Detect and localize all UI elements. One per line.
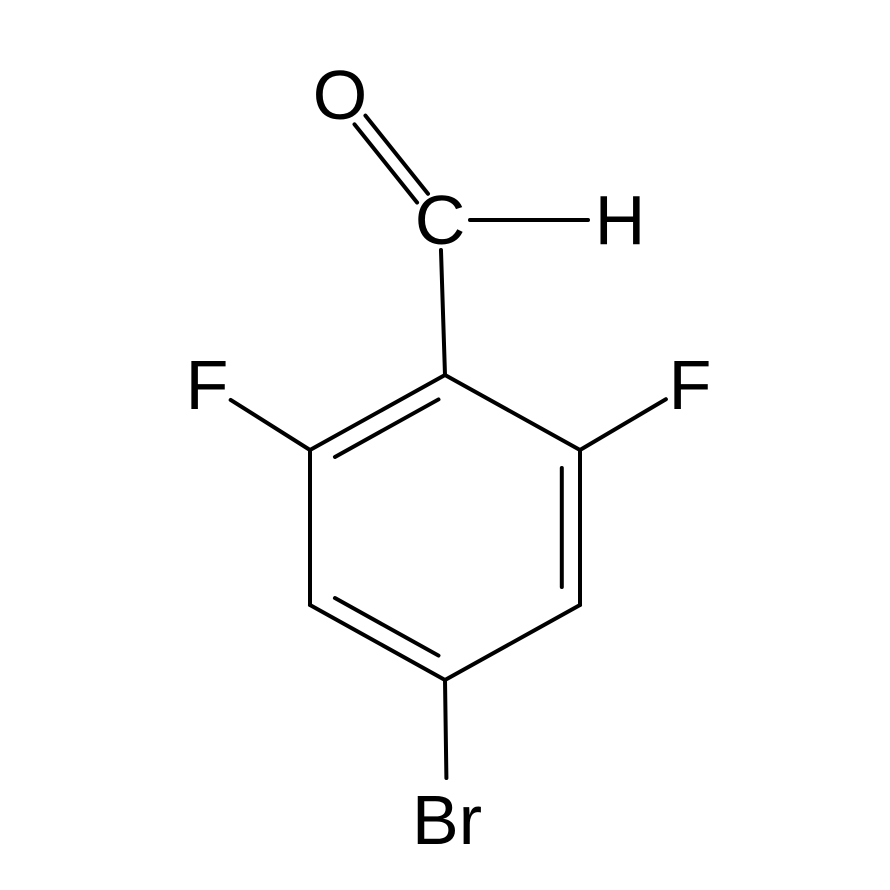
atom-hydrogen: H [595, 180, 646, 260]
atom-carbon-aldehyde: C [415, 180, 466, 260]
atom-fluorine-left: F [186, 345, 229, 425]
atom-fluorine-right: F [669, 345, 712, 425]
molecule-canvas: O C H F F Br [0, 0, 890, 890]
atom-bromine: Br [412, 780, 482, 860]
atom-oxygen: O [313, 55, 367, 135]
bond-layer [0, 0, 890, 890]
